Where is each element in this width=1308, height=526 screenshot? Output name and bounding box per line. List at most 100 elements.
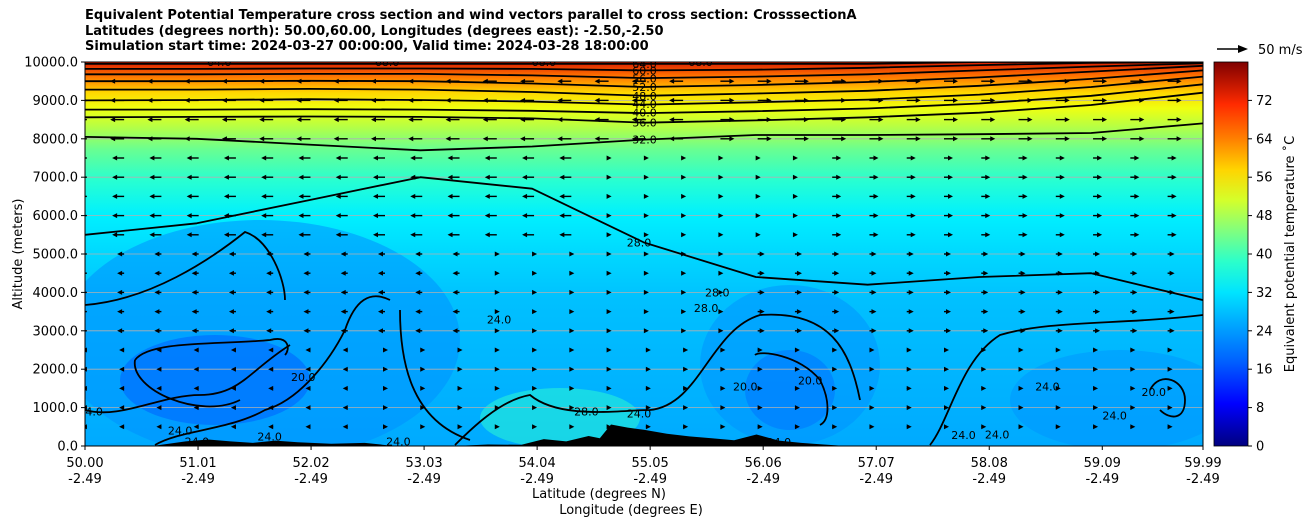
wind-vector-head (484, 213, 490, 219)
wind-vector-head (947, 232, 953, 238)
y-tick-label: 3000.0 (33, 324, 79, 339)
wind-vector-head (1102, 78, 1108, 84)
wind-vector-head (268, 424, 274, 430)
contour-label: 24.0 (78, 405, 103, 418)
wind-vector-head (681, 232, 687, 238)
wind-vector-head (569, 347, 575, 353)
wind-vector-head (117, 289, 123, 295)
x-tick-label-lat: 59.99 (1184, 456, 1221, 471)
x-tick-label-lon: -2.49 (1186, 472, 1220, 487)
wind-vector-head (681, 289, 687, 295)
wind-vector-head (410, 213, 416, 219)
wind-vector-head (606, 213, 612, 219)
wind-vector-head (230, 424, 236, 430)
colorbar-tick-label: 64 (1256, 132, 1273, 147)
contour-label: 68.0 (532, 56, 557, 69)
wind-vector-head (681, 213, 687, 219)
y-tick-label: 1000.0 (33, 401, 79, 416)
contour-line-28 (85, 176, 1203, 301)
contour-label: 24.0 (1035, 380, 1060, 393)
wind-vector-head (720, 424, 726, 430)
wind-vector-head (606, 405, 612, 411)
chart-title-line-2: Latitudes (degrees north): 50.00,60.00, … (85, 23, 664, 39)
wind-vector-head (1097, 193, 1103, 199)
wind-vector-head (606, 424, 612, 430)
colorbar-tick-label: 8 (1256, 401, 1264, 416)
wind-vector-head (1022, 232, 1028, 238)
wind-vector-head (261, 155, 267, 161)
wind-vector-head (947, 174, 953, 180)
contour-label: 28.0 (705, 286, 730, 299)
chart-title-line-1: Equivalent Potential Temperature cross s… (85, 8, 857, 23)
chart-title-line-3: Simulation start time: 2024-03-27 00:00:… (85, 39, 649, 54)
wind-vector-head (755, 155, 761, 161)
x-tick-label-lat: 53.03 (405, 456, 442, 471)
x-tick-label-lon: -2.49 (972, 472, 1006, 487)
wind-vector-head (1134, 213, 1140, 219)
wind-vector-head (223, 155, 229, 161)
wind-vector-head (223, 232, 229, 238)
contour-line-24-centre (399, 309, 471, 441)
wind-vector-head (457, 366, 463, 372)
wind-vector-head (796, 289, 802, 295)
wind-vector-head (154, 328, 160, 334)
wind-vector-head (259, 136, 265, 142)
wind-vector-head (832, 347, 838, 353)
wind-vector-head (871, 270, 877, 276)
wind-vector-head (792, 155, 798, 161)
wind-vector-head (981, 424, 987, 430)
x-tick-label-lon: -2.49 (294, 472, 328, 487)
wind-vector-head (910, 193, 916, 199)
wind-vector-head (594, 97, 600, 103)
wind-vector-head (186, 232, 192, 238)
wind-vector-head (335, 155, 341, 161)
wind-vector-head (606, 174, 612, 180)
wind-vector-head (943, 347, 949, 353)
wind-vector-head (117, 270, 123, 276)
wind-vector-head (683, 424, 689, 430)
wind-vector-head (1022, 213, 1028, 219)
wind-vector-head (75, 156, 80, 161)
contour-label: 40.0 (632, 107, 657, 120)
wind-vector-head (532, 405, 538, 411)
wind-vector-head (1093, 385, 1099, 391)
contour-label: 28.0 (574, 405, 599, 418)
wind-vector-head (372, 232, 378, 238)
wind-vector-head (408, 117, 414, 123)
wind-vector-head (154, 270, 160, 276)
wind-vector-head (606, 385, 612, 391)
wind-vector-head (683, 366, 689, 372)
x-axis-label-latitude: Latitude (degrees N) (532, 487, 666, 502)
colorbar-tick-label: 32 (1256, 286, 1273, 301)
wind-vector-head (333, 117, 339, 123)
wind-vector-head (906, 347, 912, 353)
wind-vector-head (645, 405, 651, 411)
wind-vector-head (303, 328, 309, 334)
wind-vector-head (729, 136, 735, 142)
contour-label: 24.0 (168, 425, 193, 438)
wind-vector-head (149, 174, 155, 180)
wind-vector-head (1095, 251, 1101, 257)
wind-vector-head (792, 193, 798, 199)
contour-line-24-east (929, 314, 1203, 446)
wind-vector-head (757, 424, 763, 430)
wind-vector-head (415, 251, 421, 257)
wind-vector-head (230, 347, 236, 353)
wind-vector-head (261, 213, 267, 219)
wind-vector-head (522, 174, 528, 180)
wind-vector-head (1171, 193, 1177, 199)
wind-vector-head (415, 328, 421, 334)
wind-vector-head (873, 193, 879, 199)
wind-vector-head (221, 117, 227, 123)
wind-vector-head (520, 136, 526, 142)
wind-vector-head (410, 193, 416, 199)
contour-labels: 64.060.056.052.048.044.040.036.032.068.0… (78, 56, 1166, 446)
wind-vector-head (796, 251, 802, 257)
wind-vector-head (1020, 289, 1026, 295)
x-tick-label-lat: 54.04 (519, 456, 556, 471)
wind-vector-head (1064, 136, 1070, 142)
wind-vector-head (156, 385, 162, 391)
wind-vector-head (878, 136, 884, 142)
colorbar-tick-label: 72 (1256, 94, 1273, 109)
wind-vector-head (494, 270, 500, 276)
